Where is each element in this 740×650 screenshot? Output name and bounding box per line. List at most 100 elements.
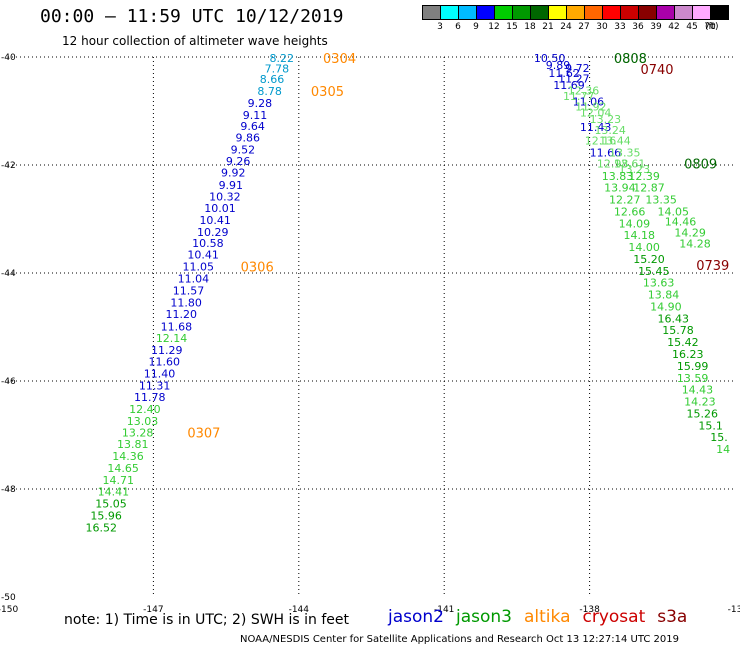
swh-value: 13.23 [619,163,651,176]
swh-value: 7.78 [265,62,290,75]
swh-value: 10.58 [192,237,224,250]
swh-value: 11.69 [553,79,585,92]
swh-value: 11.78 [134,391,166,404]
swh-value: 11.06 [573,95,605,108]
swh-value: 13.28 [122,426,154,439]
swh-value: 14.18 [624,229,656,242]
legend-label: 70 [704,22,716,32]
swh-value: 9.86 [236,131,261,144]
satellite-legend-item: cryosat [582,607,646,627]
legend-label: 39 [650,22,662,32]
y-tick-label: -46 [1,377,16,387]
swh-value: 8.78 [257,85,282,98]
time-label: 0305 [311,85,344,100]
x-tick-label: -147 [143,605,163,615]
legend-label: 3 [437,22,443,32]
time-label: 0306 [241,261,274,276]
satellite-legend-item: jason2 [388,607,444,627]
swh-value: 8.22 [269,52,294,65]
swh-value: 12.16 [585,135,617,148]
legend-label: 9 [473,22,479,32]
footnote: note: 1) Time is in UTC; 2) SWH is in fe… [64,612,350,628]
swh-value: 12.36 [568,84,600,97]
swh-value: 11.77 [563,90,595,103]
swh-value: 12.14 [156,332,188,345]
color-legend-bar [422,5,729,20]
swh-value: 13.83 [602,170,634,183]
swh-value: 11.40 [144,367,176,380]
swh-value: 13.44 [599,135,631,148]
satellite-legend-item: jason3 [456,607,512,627]
swh-value: 14.90 [650,300,682,313]
swh-value: 11.04 [178,272,210,285]
swh-value: 12.98 [597,157,629,170]
legend-label: 27 [578,22,590,32]
legend-label: 6 [455,22,461,32]
swh-value: 9.64 [240,120,265,133]
y-tick-label: -48 [1,485,16,495]
swh-value: 11.31 [139,379,171,392]
swh-value: 14.41 [98,486,130,499]
swh-value: 16.23 [672,348,704,361]
swh-value: 15.1 [698,419,723,432]
swh-value: 15.05 [95,498,127,511]
swh-value: 15.26 [687,407,719,420]
time-label: 0740 [640,63,673,78]
swh-value: 9.89 [546,59,571,72]
time-label: 0307 [187,426,220,441]
swh-value: 15. [710,431,728,444]
swh-value: 12.27 [609,194,641,207]
legend-label: 15 [506,22,518,32]
swh-value: 13.24 [594,124,626,137]
swh-value: 13.61 [614,157,646,170]
legend-swatch [710,5,729,20]
swh-value: 13.03 [127,415,159,428]
x-tick-label: -13 [728,605,740,615]
satellite-legend-item: altika [524,607,571,627]
x-tick-label: -144 [289,605,310,615]
swh-value: 13.63 [643,277,675,290]
swh-value: 15.20 [633,253,665,266]
swh-value: 16.52 [86,521,118,534]
swh-value: 10.29 [197,226,229,239]
legend-unit: (ft) [705,22,719,32]
swh-value: 13.35 [609,147,641,160]
swh-value: 10.41 [199,214,231,227]
page-title: 00:00 — 11:59 UTC 10/12/2019 [40,6,344,27]
legend-label: 45 [686,22,698,32]
swh-value: 14.46 [665,216,697,229]
swh-value: 12.04 [580,107,612,120]
swh-value: 11.57 [173,284,205,297]
time-label: 0809 [684,157,717,172]
swh-value: 11.29 [151,344,183,357]
swh-value: 11.05 [182,261,214,274]
swh-value: 13.81 [117,438,149,451]
satellite-legend-item: s3a [657,607,688,627]
time-label: 0808 [614,52,647,67]
legend-label: 12 [488,22,500,32]
x-tick-label: -138 [579,605,600,615]
swh-value: 9.52 [231,143,256,156]
legend-label: 21 [542,22,554,32]
x-tick-label: -150 [0,605,18,615]
swh-value: 11.62 [548,67,580,80]
swh-value: 15.99 [677,360,709,373]
swh-value: 15.96 [90,509,122,522]
swh-value: 9.92 [221,167,246,180]
time-label: 0739 [696,259,729,274]
swh-value: 12.40 [129,403,161,416]
swh-value: 12.87 [633,182,665,195]
swh-value: 13.84 [648,289,680,302]
y-tick-label: -42 [1,161,16,171]
legend-label: 33 [614,22,626,32]
swh-value: 13.35 [645,194,677,207]
legend-label: 36 [632,22,644,32]
satellite-legend: jason2 jason3 altika cryosat s3a [388,607,687,627]
swh-value: 10.32 [209,190,241,203]
swh-value: 12.66 [614,205,646,218]
legend-label: 24 [560,22,572,32]
swh-value: 9.26 [226,155,251,168]
swh-value: 14.28 [679,237,711,250]
swh-value: 12.39 [628,170,660,183]
